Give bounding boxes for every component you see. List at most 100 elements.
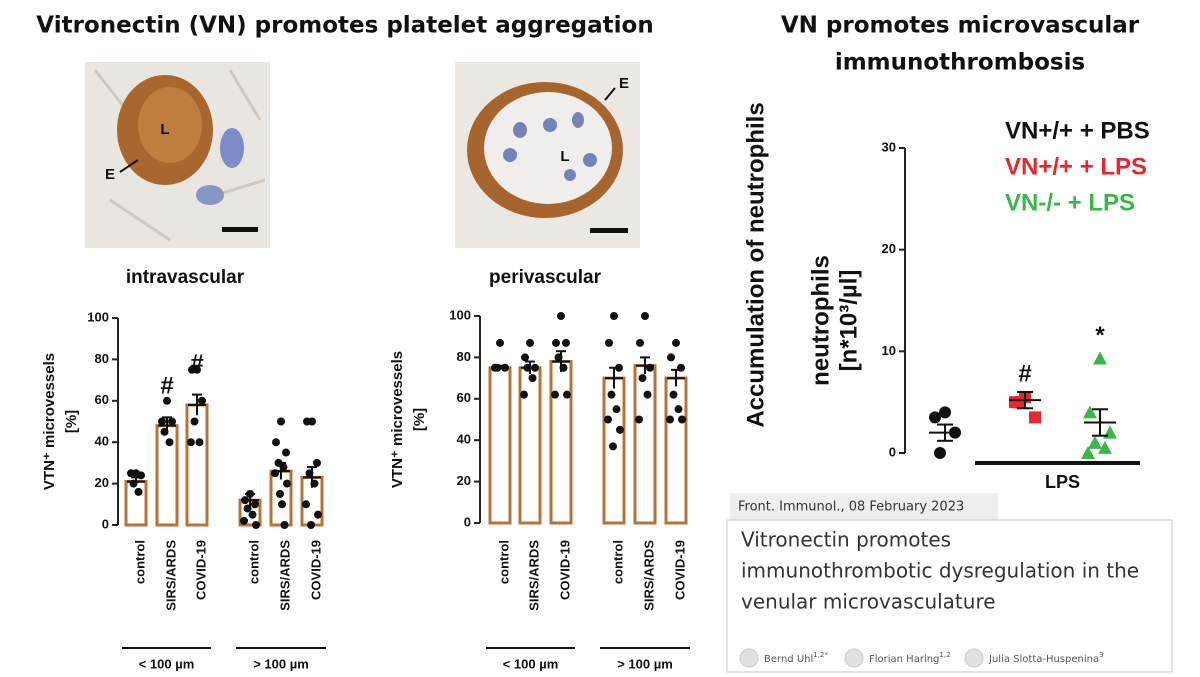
author-avatar (964, 648, 984, 668)
data-point (272, 438, 280, 447)
y-axis-label: [%] (63, 410, 80, 433)
data-point (1081, 446, 1095, 459)
image-label: E (619, 75, 629, 92)
data-point (195, 438, 204, 447)
data-point (190, 417, 199, 426)
data-point (302, 500, 310, 509)
data-point (672, 338, 680, 347)
author: Julia Slotta-Huspenina3 (988, 651, 1104, 665)
data-point (163, 396, 171, 405)
author-avatar (844, 648, 864, 668)
author-avatar (739, 648, 759, 668)
data-point (674, 405, 683, 414)
data-point (198, 396, 206, 405)
author-affiliation: 1,2* (813, 651, 828, 659)
data-point (188, 365, 196, 374)
y-tick-label: 0 (102, 516, 109, 531)
data-point (636, 338, 644, 347)
data-point (678, 415, 686, 424)
data-point (605, 338, 613, 347)
author-name: Julia Slotta-Huspenina (988, 654, 1099, 665)
legend-entry: VN+/+ + LPS (1005, 153, 1147, 180)
author: Bernd Uhl1,2* (764, 651, 828, 665)
author-affiliation: 3 (1099, 651, 1103, 659)
x-tick-label: control (610, 540, 625, 584)
y-tick-label: 20 (95, 475, 109, 490)
group-label: > 100 µm (617, 656, 673, 671)
y-tick-label: 80 (457, 349, 471, 364)
title: Vitronectin (VN) promotes platelet aggre… (36, 13, 653, 39)
article-card (726, 519, 1173, 673)
data-point (666, 415, 674, 424)
annotation: # (190, 350, 203, 377)
data-point (243, 504, 252, 513)
data-point (528, 374, 537, 383)
group-label: < 100 µm (139, 656, 195, 671)
data-point (303, 417, 311, 426)
data-point (551, 390, 559, 399)
y-tick-label: 100 (449, 307, 471, 322)
image-caption: perivascular (489, 267, 602, 288)
bar (124, 480, 148, 527)
y-tick-label: 40 (95, 434, 109, 449)
x-tick-label: control (132, 540, 147, 584)
data-point (127, 469, 135, 478)
image-label: E (105, 166, 115, 183)
y-tick-label: 20 (882, 241, 896, 256)
y-tick-label: 0 (464, 514, 471, 529)
bar (602, 376, 626, 525)
y-axis-label: [n*10³/µl] (835, 270, 862, 372)
y-tick-label: 40 (457, 432, 471, 447)
data-point (635, 415, 643, 424)
data-point (929, 411, 941, 424)
bar (633, 364, 657, 525)
x-tick-label: control (246, 540, 261, 584)
data-point (521, 353, 529, 362)
bracket-label: LPS (1045, 472, 1080, 492)
data-point (552, 338, 560, 347)
x-tick-label: SIRS/ARDS (277, 540, 292, 611)
author-affiliation: 1,2 (939, 651, 950, 659)
data-point (277, 417, 285, 426)
legend-entry: VN+/+ + PBS (1005, 117, 1150, 144)
y-tick-label: 10 (882, 343, 896, 358)
article-title: venular microvasculature (741, 590, 996, 614)
data-point (526, 338, 534, 347)
x-tick-label: COVID-19 (557, 540, 572, 600)
data-point (638, 374, 647, 383)
data-point (187, 438, 195, 447)
annotation: # (1018, 360, 1031, 387)
data-point (496, 338, 504, 347)
article-source: Front. Immunol., 08 February 2023 (738, 500, 964, 515)
data-point (1098, 440, 1112, 454)
legend-entry: VN-/- + LPS (1005, 189, 1135, 216)
data-point (278, 500, 286, 509)
y-tick-label: 100 (87, 309, 109, 324)
y-axis-label: VTN⁺ microvessels (389, 351, 406, 488)
data-point (612, 405, 621, 414)
group-label: > 100 µm (253, 656, 309, 671)
data-point (1029, 411, 1041, 424)
data-point (282, 448, 290, 457)
annotation: * (1095, 322, 1105, 349)
data-point (557, 312, 565, 320)
y-axis-label-outer: Accumulation of neutrophils (742, 102, 769, 427)
data-point (934, 447, 946, 459)
x-tick-label: control (496, 540, 511, 584)
x-tick-label: SIRS/ARDS (641, 540, 656, 611)
y-tick-label: 0 (889, 444, 896, 459)
data-point (669, 390, 678, 399)
x-tick-label: COVID-19 (308, 540, 323, 600)
y-axis-label: neutrophils (807, 255, 834, 386)
micrograph (455, 62, 640, 248)
data-point (563, 390, 571, 399)
data-point (667, 353, 675, 362)
title-right: immunothrombosis (835, 50, 1085, 76)
image-caption: intravascular (126, 267, 245, 288)
y-tick-label: 60 (95, 392, 109, 407)
x-tick-label: COVID-19 (193, 540, 208, 600)
data-point (158, 417, 166, 426)
author-name: Florian Haring (869, 654, 939, 665)
